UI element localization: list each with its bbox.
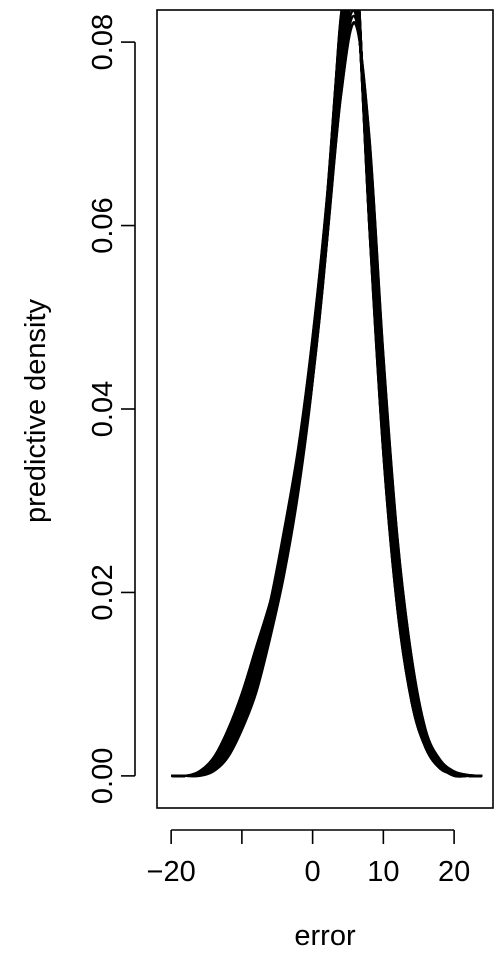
density-curve [171, 10, 483, 778]
density-curve [171, 10, 483, 778]
density-curve [171, 10, 483, 778]
x-tick-label: 0 [305, 856, 321, 888]
density-curve [171, 10, 483, 778]
density-curve [171, 10, 483, 778]
density-curve [171, 10, 483, 778]
density-curve [171, 10, 483, 778]
density-curve [171, 10, 483, 778]
density-curve [171, 10, 483, 778]
density-curve [171, 10, 483, 778]
density-curve [171, 10, 483, 778]
density-curve [171, 10, 483, 778]
density-curve [171, 10, 483, 778]
density-curve [171, 10, 483, 778]
density-curve [171, 10, 483, 778]
density-curve [171, 10, 483, 778]
density-curve [171, 10, 483, 778]
density-curve [171, 10, 483, 778]
density-curve [171, 10, 483, 778]
density-curve [171, 10, 483, 778]
density-curve [171, 22, 483, 778]
density-curve [171, 10, 483, 778]
density-curve [171, 10, 483, 778]
density-curve [171, 10, 483, 778]
density-curve [171, 10, 483, 778]
plot-frame [156, 9, 494, 809]
density-curve [171, 10, 483, 778]
density-curve [171, 10, 483, 778]
density-curve [171, 10, 483, 778]
density-curve [171, 10, 483, 778]
density-curve [171, 10, 483, 778]
density-curve [171, 10, 483, 778]
x-tick-label: 20 [438, 856, 470, 888]
density-curve [171, 10, 483, 778]
density-curve [171, 10, 483, 778]
density-curve [171, 10, 483, 778]
density-curve [171, 10, 483, 778]
density-curve [171, 10, 483, 778]
density-curve [171, 10, 483, 778]
y-axis: 0.00 0.02 0.04 0.06 0.08 [87, 14, 136, 804]
y-tick-label: 0.06 [87, 197, 119, 253]
density-curve [171, 10, 483, 778]
density-curve [171, 10, 483, 778]
y-tick-label: 0.04 [87, 381, 119, 437]
density-curve [171, 10, 483, 778]
density-curves [171, 10, 483, 778]
density-curve [171, 10, 483, 778]
density-curve [171, 10, 483, 778]
y-axis-label: predictive density [20, 298, 52, 523]
density-curve [171, 10, 483, 778]
density-curve [171, 10, 483, 778]
density-curve [171, 10, 483, 778]
density-curve [171, 10, 483, 778]
density-curve [171, 10, 483, 778]
density-curve [171, 10, 483, 778]
x-axis: −20 0 10 20 [147, 829, 470, 888]
density-curve [171, 10, 483, 778]
density-curve [171, 10, 483, 778]
density-curve [171, 10, 483, 778]
density-curve [171, 10, 483, 778]
density-curve [171, 10, 483, 778]
density-curve [171, 14, 483, 778]
density-curve [171, 21, 483, 778]
density-curve [171, 10, 483, 778]
x-tick-label: −20 [147, 856, 196, 888]
density-curve [171, 10, 483, 778]
density-curve [171, 10, 483, 778]
y-tick-label: 0.00 [87, 748, 119, 804]
density-curve [171, 10, 483, 778]
y-tick-label: 0.02 [87, 564, 119, 620]
y-tick-label: 0.08 [87, 14, 119, 70]
density-curve [171, 10, 483, 778]
x-axis-label: error [294, 920, 356, 952]
density-curve [171, 10, 483, 778]
density-curve [171, 10, 483, 778]
x-tick-label: 10 [367, 856, 399, 888]
density-curve [171, 10, 483, 778]
density-curve [171, 10, 483, 778]
density-curve [171, 10, 483, 778]
density-curve [171, 10, 483, 778]
